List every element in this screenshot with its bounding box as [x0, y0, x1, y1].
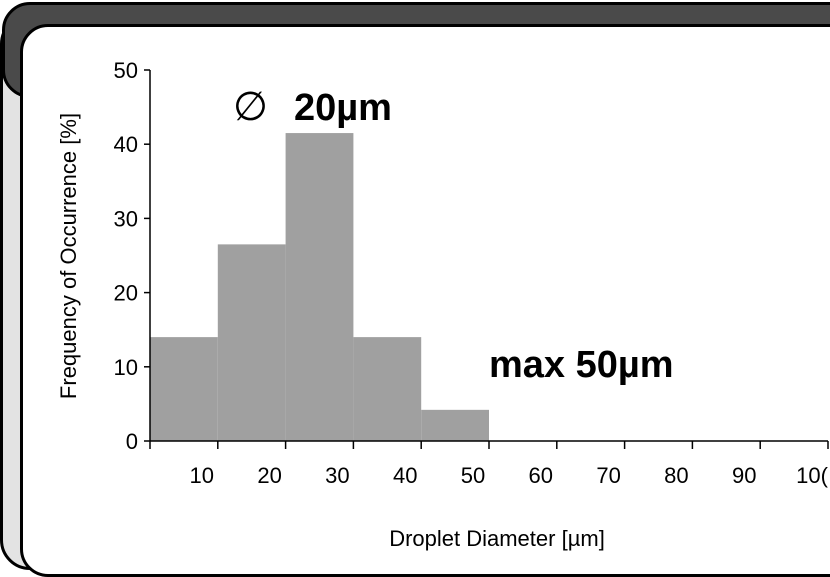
bar [217, 244, 286, 441]
x-tick-label: 10( [796, 463, 828, 488]
diameter-symbol: ∅ [233, 84, 268, 130]
y-tick-label: 40 [114, 132, 138, 157]
x-tick-label: 40 [393, 463, 417, 488]
x-tick-label: 50 [461, 463, 485, 488]
y-tick-label: 30 [114, 206, 138, 231]
y-axis-title: Frequency of Occurrence [%] [56, 113, 81, 399]
x-tick-label: 70 [596, 463, 620, 488]
bar [421, 409, 489, 441]
x-axis-title: Droplet Diameter [µm] [389, 526, 605, 551]
max-diameter-annotation: max 50µm [489, 344, 674, 386]
bar [285, 133, 354, 441]
x-tick-label: 30 [325, 463, 349, 488]
x-tick-label: 10 [190, 463, 214, 488]
y-tick-label: 20 [114, 281, 138, 306]
y-tick-label: 0 [126, 429, 138, 454]
bars-group [150, 133, 489, 441]
y-axis-ticks: 0 10 20 30 40 50 [114, 58, 150, 454]
y-tick-label: 50 [114, 58, 138, 83]
x-tick-label: 80 [664, 463, 688, 488]
x-tick-label: 60 [529, 463, 553, 488]
x-tick-label: 20 [257, 463, 281, 488]
mean-diameter-annotation: 20µm [294, 87, 392, 129]
bar [150, 337, 218, 441]
y-tick-label: 10 [114, 355, 138, 380]
x-tick-label: 90 [732, 463, 756, 488]
x-axis-ticks: 10 20 30 40 50 60 70 80 90 10( [149, 441, 829, 488]
chart-panel [20, 24, 830, 577]
bar [353, 337, 422, 441]
